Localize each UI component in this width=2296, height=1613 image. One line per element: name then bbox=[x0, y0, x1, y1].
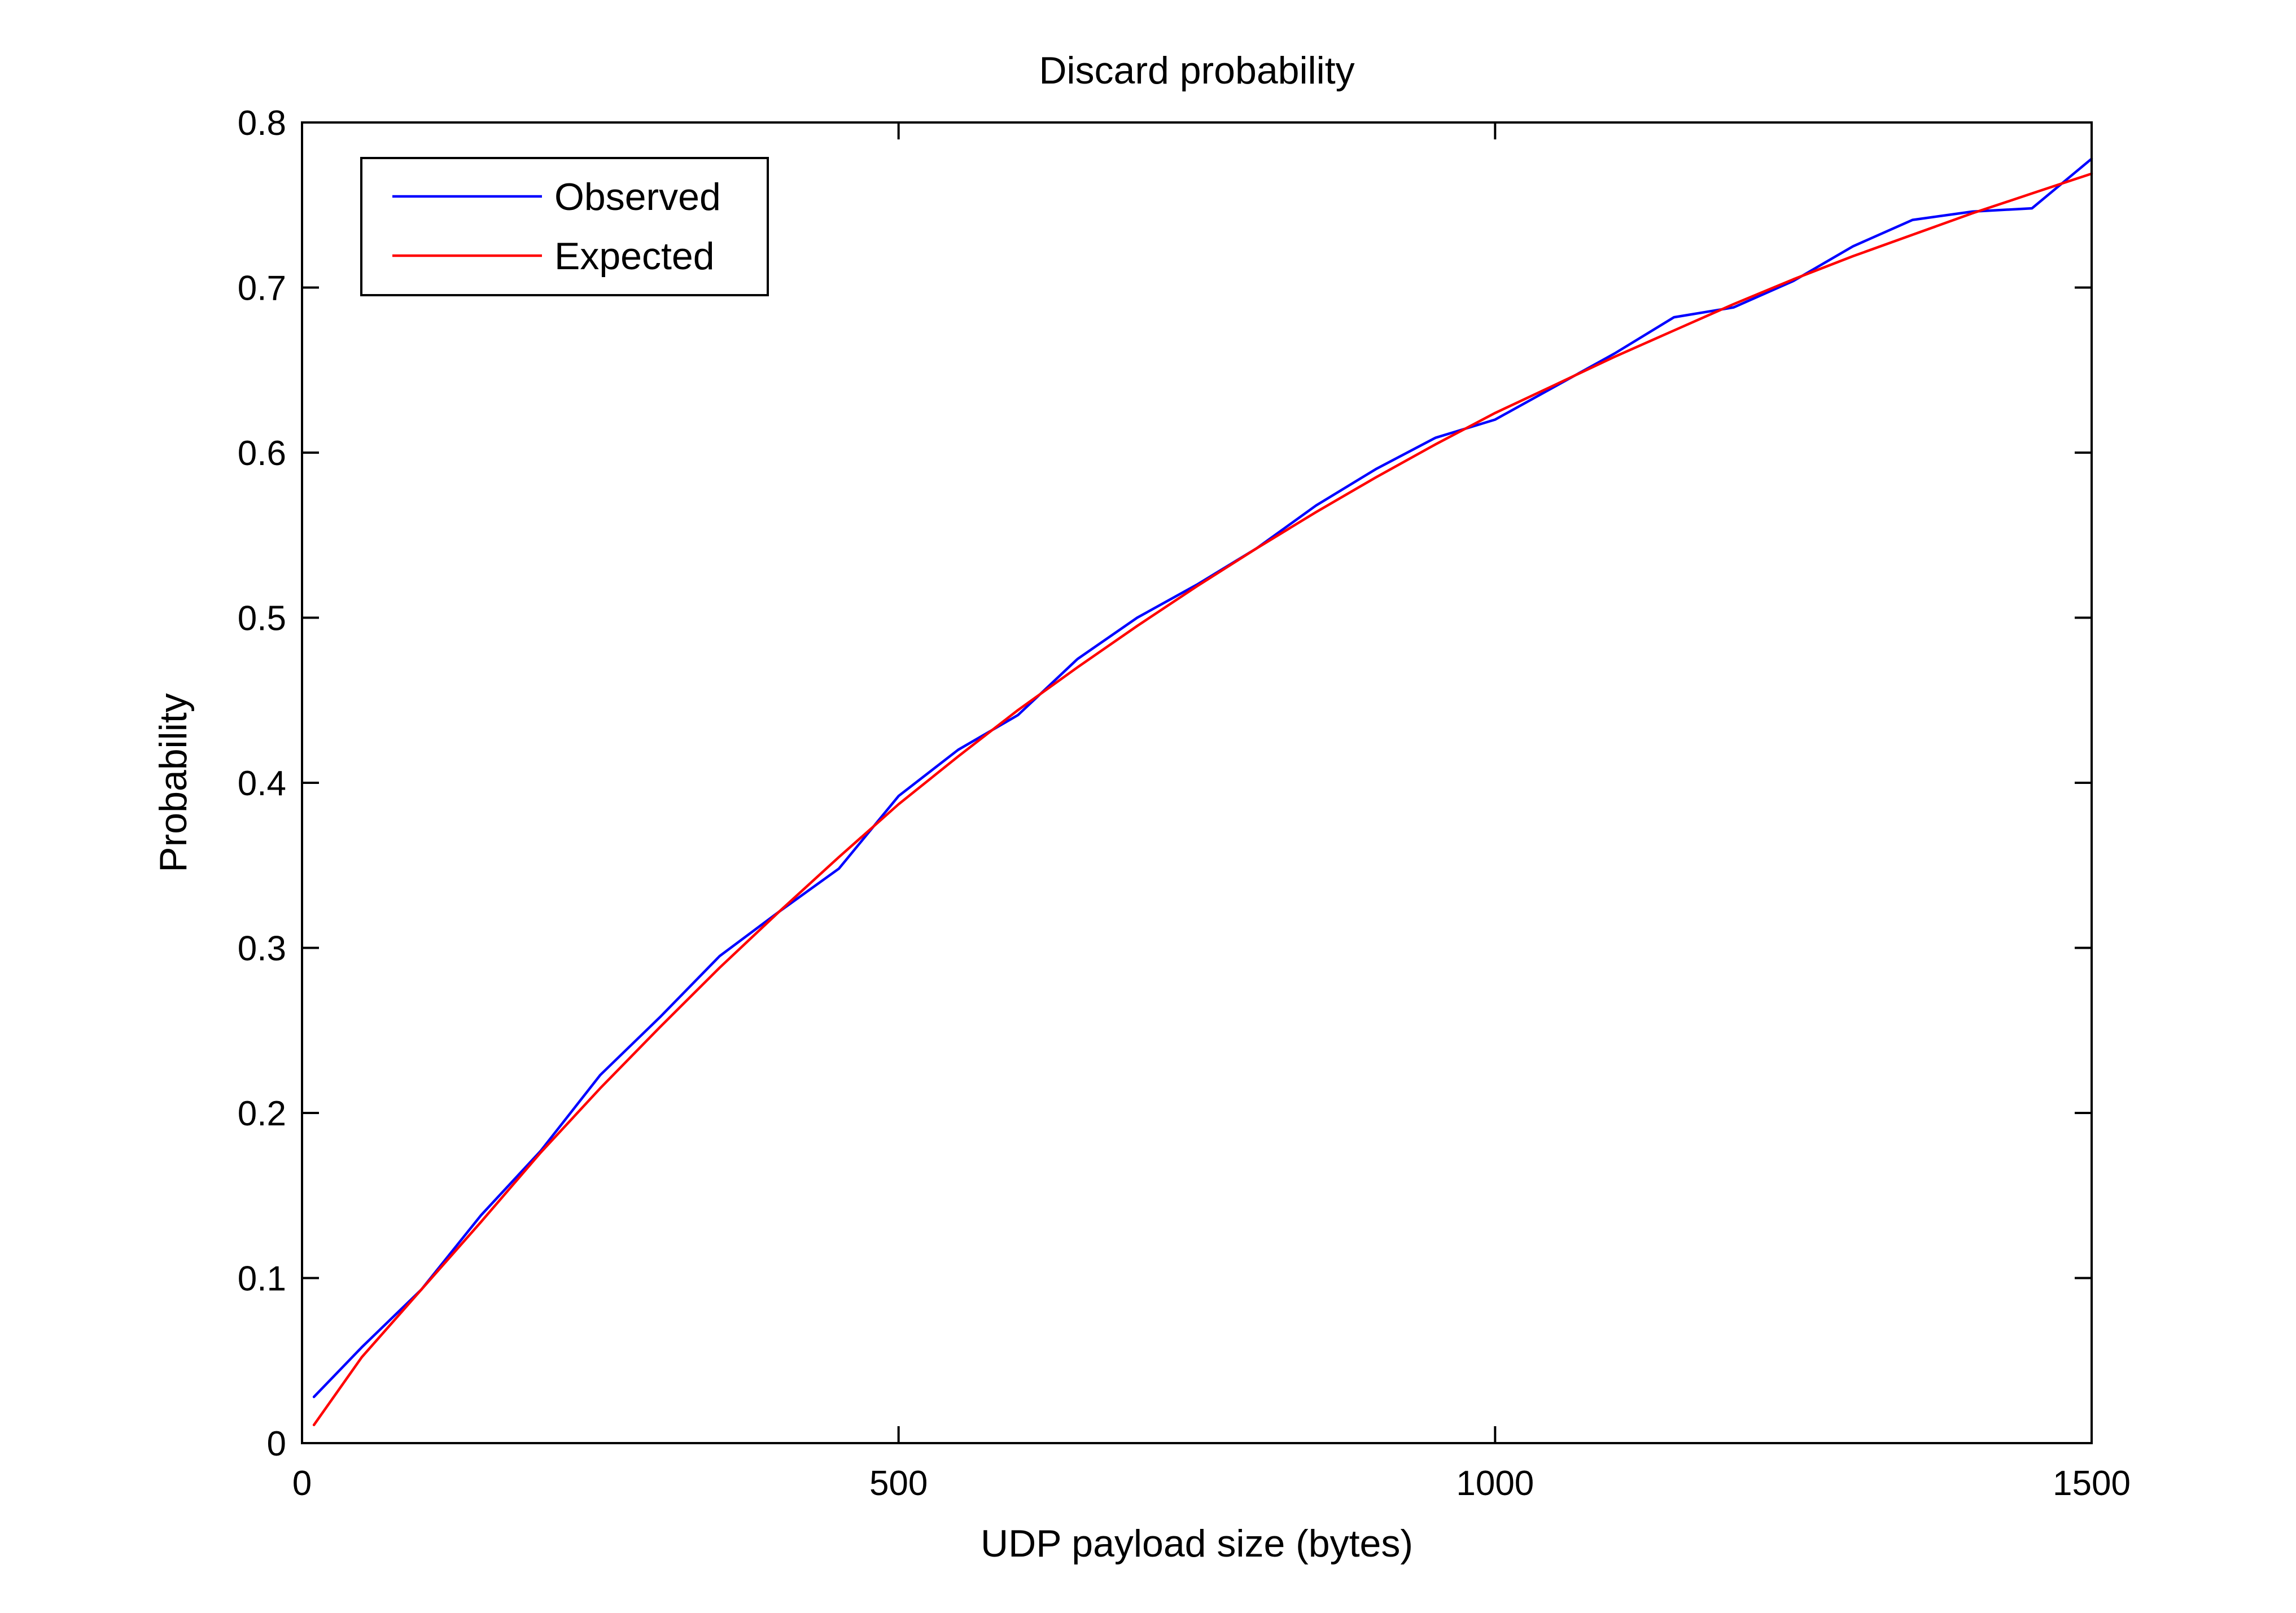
chart-title: Discard probability bbox=[1039, 49, 1354, 92]
x-tick-label: 0 bbox=[292, 1464, 312, 1503]
y-tick-label: 0.8 bbox=[238, 104, 286, 143]
y-tick-label: 0.5 bbox=[238, 599, 286, 638]
y-axis-label: Probability bbox=[152, 693, 195, 873]
plot-area bbox=[312, 157, 2093, 1427]
y-tick-label: 0.6 bbox=[238, 434, 286, 473]
x-tick-label: 1000 bbox=[1456, 1464, 1534, 1503]
x-tick-label: 500 bbox=[869, 1464, 928, 1503]
y-tick-label: 0.3 bbox=[238, 930, 286, 968]
x-tick-label: 1500 bbox=[2053, 1464, 2131, 1503]
y-tick-label: 0.1 bbox=[238, 1260, 286, 1299]
y-tick-label: 0.2 bbox=[238, 1094, 286, 1133]
axes: 0 500 1000 1500 0 0.1 0.2 0.3 0.4 0.5 0.6 0.7 0.8 bbox=[238, 104, 2131, 1503]
y-tick-label: 0.7 bbox=[238, 269, 286, 308]
y-tick-label: 0 bbox=[267, 1424, 286, 1463]
y-tick-label: 0.4 bbox=[238, 764, 286, 803]
series-line-observed bbox=[312, 157, 2093, 1399]
x-axis-label: UDP payload size (bytes) bbox=[981, 1522, 1413, 1565]
legend-label-observed: Observed bbox=[554, 176, 721, 218]
axes-box bbox=[301, 121, 2093, 1444]
legend-label-expected: Expected bbox=[554, 235, 715, 278]
legend-box bbox=[360, 157, 769, 296]
series-line-expected bbox=[312, 172, 2093, 1427]
legend: Observed Expected bbox=[360, 157, 769, 296]
